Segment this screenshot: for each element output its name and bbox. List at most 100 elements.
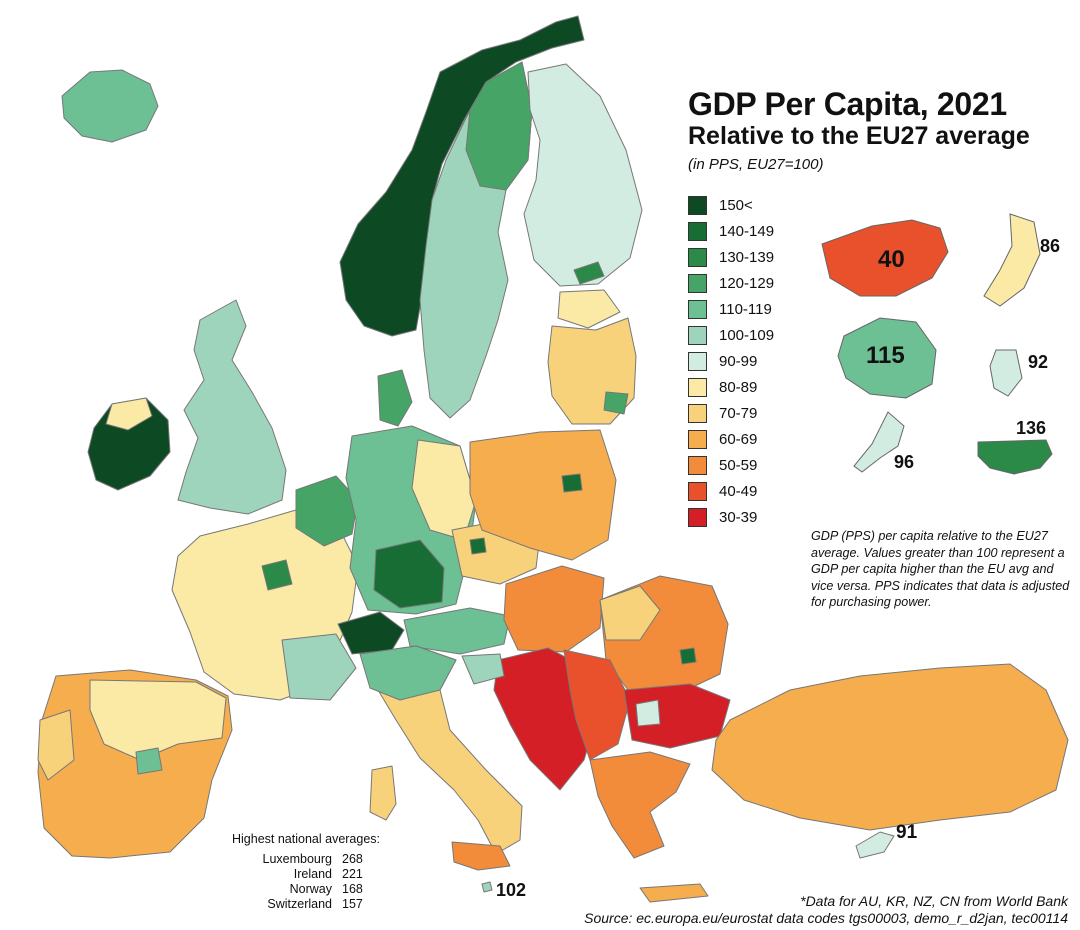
legend-item: 140-149 [688, 218, 774, 244]
inset-japan [983, 213, 1041, 307]
inset-label-japan: 86 [1040, 236, 1061, 256]
legend-label: 30-39 [719, 508, 758, 526]
region-paris [261, 559, 293, 591]
national-averages: Highest national averages: Luxembourg 268… [232, 832, 380, 912]
region-greece [589, 751, 691, 859]
region-denmark [377, 369, 413, 427]
legend-label: 110-119 [719, 300, 772, 318]
national-average-row: Switzerland 157 [232, 897, 380, 912]
inset-new-zealand [853, 411, 905, 473]
national-average-country: Switzerland [267, 897, 332, 911]
legend-item: 50-59 [688, 452, 774, 478]
legend-swatch [688, 273, 707, 293]
region-iceland [61, 69, 159, 143]
legend-label: 140-149 [719, 222, 775, 240]
legend-swatch [688, 481, 707, 501]
legend-item: 150< [688, 192, 774, 218]
inset-china [821, 219, 949, 297]
source: Source: ec.europa.eu/eurostat data codes… [584, 910, 1068, 926]
region-crete [639, 883, 709, 903]
map-label-malta: 102 [496, 880, 527, 900]
region-slovakia-hungary [503, 565, 605, 653]
inset-united-states [977, 439, 1053, 475]
region-cyprus [855, 831, 895, 859]
inset-label-new-zealand: 96 [894, 452, 915, 472]
region-romania-west [599, 585, 661, 641]
legend-label: 150< [719, 196, 753, 214]
legend-swatch [688, 299, 707, 319]
inset-australia [837, 317, 937, 399]
region-uk [177, 299, 287, 515]
legend-label: 50-59 [719, 456, 758, 474]
region-ireland-bmw [105, 397, 153, 431]
legend-item: 80-89 [688, 374, 774, 400]
legend-label: 80-89 [719, 378, 758, 396]
legend-item: 30-39 [688, 504, 774, 530]
national-average-row: Ireland 221 [232, 867, 380, 882]
region-north-italy [359, 645, 457, 701]
region-switzerland [337, 611, 405, 655]
map-label-cyprus: 91 [896, 822, 918, 843]
region-serbia [563, 649, 631, 761]
region-sardinia [369, 765, 397, 821]
region-benelux [295, 475, 359, 547]
national-average-country: Norway [289, 882, 332, 896]
national-average-value: 221 [342, 867, 363, 881]
region-france-southeast [281, 633, 357, 701]
inset-label-united-states: 136 [1016, 418, 1047, 438]
region-malta [481, 881, 493, 893]
region-north-sweden [465, 61, 533, 191]
region-poland [469, 429, 617, 561]
national-averages-title: Highest national averages: [232, 832, 381, 846]
legend-swatch [688, 455, 707, 475]
legend-label: 120-129 [719, 274, 775, 292]
legend-item: 90-99 [688, 348, 774, 374]
national-average-row: Norway 168 [232, 882, 380, 897]
inset-label-china: 40 [878, 246, 905, 273]
legend-swatch [688, 507, 707, 527]
region-turkey [711, 663, 1069, 831]
legend-swatch [688, 221, 707, 241]
legend-item: 130-139 [688, 244, 774, 270]
region-south-germany [373, 539, 445, 609]
national-average-value: 157 [342, 897, 363, 911]
legend: 150< 140-149 130-139 120-129 110-119 100-109 9… [688, 192, 774, 530]
legend-swatch [688, 325, 707, 345]
legend-swatch [688, 377, 707, 397]
national-average-country: Luxembourg [262, 852, 333, 866]
region-finland [523, 63, 643, 287]
region-sicily [451, 841, 511, 871]
unit-note: (in PPS, EU27=100) [688, 156, 824, 173]
legend-item: 40-49 [688, 478, 774, 504]
region-vilnius [603, 391, 629, 415]
legend-label: 90-99 [719, 352, 758, 370]
region-warsaw [561, 473, 583, 493]
region-slovenia [461, 653, 505, 685]
legend-label: 70-79 [719, 404, 758, 422]
map-subtitle: Relative to the EU27 average [688, 122, 1030, 150]
region-austria [403, 607, 511, 655]
legend-item: 100-109 [688, 322, 774, 348]
region-north-spain [89, 679, 227, 761]
legend-item: 120-129 [688, 270, 774, 296]
legend-label: 100-109 [719, 326, 775, 344]
map-title: GDP Per Capita, 2021 [688, 86, 1007, 122]
legend-item: 70-79 [688, 400, 774, 426]
legend-item: 110-119 [688, 296, 774, 322]
legend-item: 60-69 [688, 426, 774, 452]
legend-label: 40-49 [719, 482, 758, 500]
legend-label: 60-69 [719, 430, 758, 448]
region-estonia [557, 289, 621, 329]
region-sofia [635, 699, 661, 727]
national-average-value: 168 [342, 882, 363, 896]
region-portugal-north [37, 709, 75, 781]
legend-swatch [688, 247, 707, 267]
national-average-row: Luxembourg 268 [232, 852, 380, 867]
footnote: *Data for AU, KR, NZ, CN from World Bank [800, 893, 1068, 909]
region-bucharest [679, 647, 697, 665]
legend-swatch [688, 351, 707, 371]
region-madrid [135, 747, 163, 775]
inset-south-korea [989, 349, 1023, 397]
region-prague [469, 537, 487, 555]
